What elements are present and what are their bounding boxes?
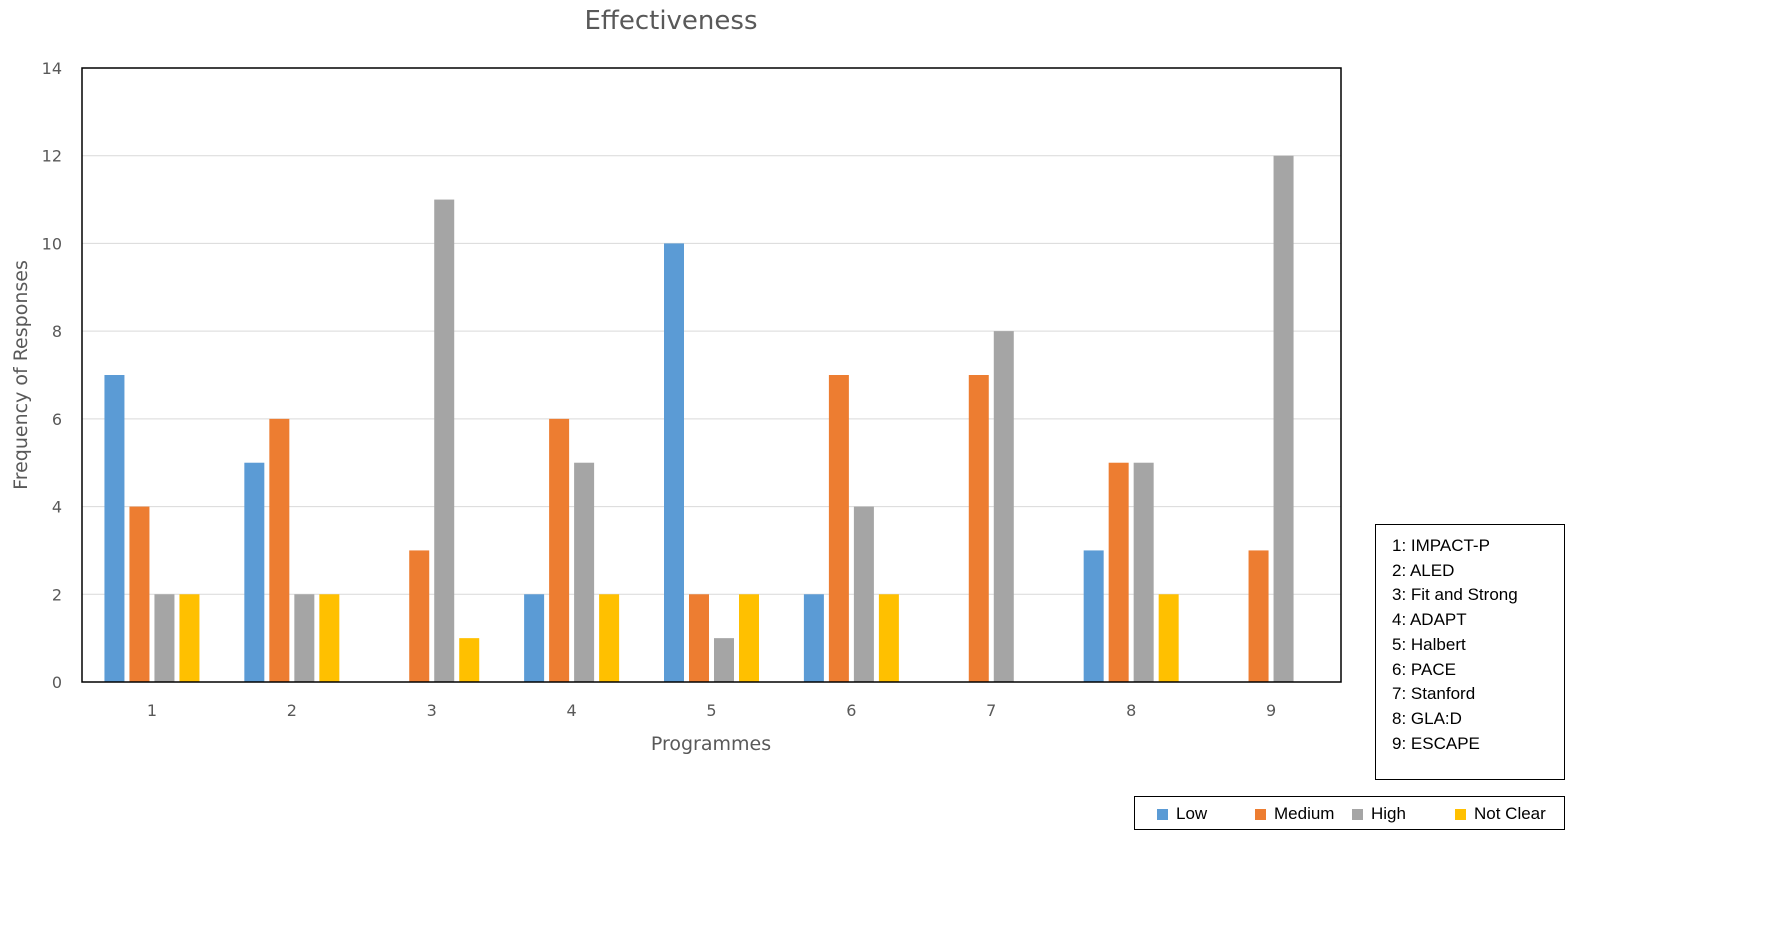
bar-medium — [968, 375, 989, 682]
bar-not-clear — [459, 638, 480, 682]
bar-low — [1083, 550, 1104, 682]
x-tick-label: 4 — [567, 701, 577, 720]
x-tick-label: 5 — [706, 701, 716, 720]
programme-key-item: 1: IMPACT-P — [1392, 536, 1490, 555]
legend-label: Not Clear — [1474, 804, 1546, 823]
legend-item: Not Clear — [1455, 803, 1546, 825]
x-tick-label: 8 — [1126, 701, 1136, 720]
legend-swatch — [1352, 808, 1363, 820]
programme-key-item: 9: ESCAPE — [1392, 733, 1480, 753]
bar-high — [993, 331, 1014, 682]
legend-swatch — [1455, 808, 1466, 820]
bar-medium — [1248, 550, 1269, 682]
bar-not-clear — [1158, 594, 1179, 682]
bar-medium — [129, 506, 150, 682]
bar-high — [294, 594, 315, 682]
y-tick-label: 4 — [52, 498, 62, 517]
y-tick-label: 2 — [52, 585, 62, 604]
legend-item: Medium — [1255, 803, 1334, 825]
y-tick-label: 0 — [52, 673, 62, 692]
bar-not-clear — [878, 594, 899, 682]
plot-area-border — [81, 67, 1342, 683]
y-tick-label: 6 — [52, 410, 62, 429]
bar-not-clear — [599, 594, 620, 682]
y-axis-title: Frequency of Responses — [10, 260, 32, 490]
programme-key-box: 1: IMPACT-P 2: ALED 3: Fit and Strong 4: AD… — [1375, 524, 1565, 780]
bar-medium — [549, 418, 570, 682]
bar-low — [803, 594, 824, 682]
bar-high — [154, 594, 175, 682]
bars — [104, 155, 1294, 683]
bar-high — [1273, 155, 1294, 682]
bar-low — [104, 375, 125, 682]
x-axis-title: Programmes — [651, 733, 771, 755]
bar-high — [1133, 462, 1154, 682]
x-axis-ticks: 1 2 3 4 5 6 7 8 9 — [147, 701, 1276, 720]
legend-item: Low — [1157, 803, 1207, 825]
x-tick-label: 2 — [287, 701, 297, 720]
gridlines — [82, 155, 1341, 595]
bar-medium — [828, 375, 849, 682]
series-legend: Low Medium High Not Clear — [1134, 796, 1565, 830]
bar-medium — [689, 594, 709, 682]
bar-not-clear — [739, 594, 759, 682]
y-tick-label: 10 — [42, 234, 62, 253]
bar-low — [524, 594, 545, 682]
legend-swatch — [1255, 808, 1266, 820]
x-tick-label: 1 — [147, 701, 157, 720]
legend-label: Medium — [1274, 804, 1335, 823]
bar-low — [244, 462, 265, 682]
legend-item: High — [1352, 803, 1406, 825]
programme-key-item: 5: Halbert — [1392, 634, 1466, 654]
programme-key-item: 4: ADAPT — [1392, 610, 1467, 630]
bar-medium — [269, 418, 290, 682]
y-tick-label: 14 — [42, 59, 62, 78]
programme-key-item: 2: ALED — [1392, 560, 1455, 580]
programme-key-item: 8: GLA:D — [1392, 708, 1462, 728]
bar-high — [574, 462, 595, 682]
programme-key-item: 7: Stanford — [1392, 684, 1476, 704]
bar-high — [853, 506, 874, 682]
bar-medium — [1108, 462, 1129, 682]
bar-not-clear — [319, 594, 340, 682]
x-tick-label: 7 — [986, 701, 996, 720]
chart-title: Effectiveness — [585, 6, 758, 36]
legend-swatch — [1157, 808, 1168, 820]
x-tick-label: 3 — [427, 701, 437, 720]
y-tick-label: 8 — [52, 322, 62, 341]
legend-label: High — [1371, 804, 1406, 823]
programme-key-item: 6: PACE — [1392, 659, 1456, 679]
x-tick-label: 6 — [846, 701, 856, 720]
bar-not-clear — [179, 594, 200, 682]
bar-medium — [409, 550, 430, 682]
legend-label: Low — [1176, 804, 1208, 823]
bar-low — [664, 243, 684, 682]
bar-high — [434, 199, 455, 683]
x-tick-label: 9 — [1266, 701, 1276, 720]
programme-key-item: 3: Fit and Strong — [1392, 585, 1518, 605]
y-axis-ticks: 0 2 4 6 8 10 12 14 — [42, 59, 62, 692]
y-tick-label: 12 — [42, 147, 62, 166]
bar-high — [714, 638, 734, 682]
